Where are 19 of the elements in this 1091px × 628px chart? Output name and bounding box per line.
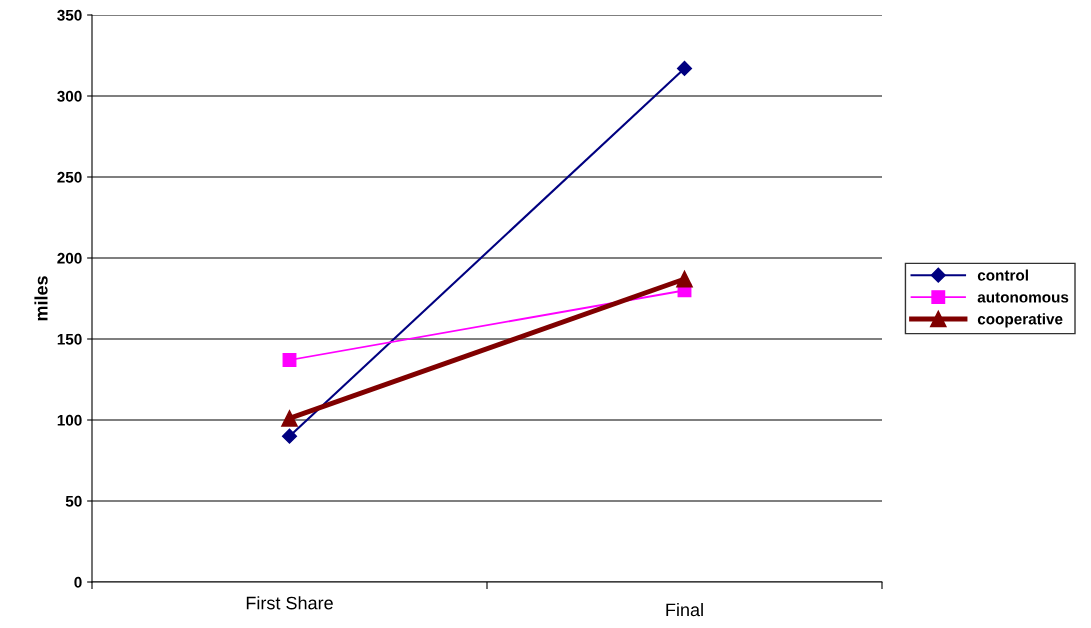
x-tick-label: Final [666, 602, 703, 617]
y-tick-label: 0 [74, 576, 82, 588]
y-tick-label: 350 [57, 9, 82, 21]
y-tick-label: 200 [57, 252, 82, 264]
point [676, 270, 693, 288]
point [281, 410, 298, 427]
x-tick-label: First Share [246, 596, 333, 610]
point [676, 60, 693, 77]
legend-label: cooperative [977, 313, 1063, 328]
point [281, 428, 298, 444]
y-tick-label: 150 [57, 333, 82, 345]
y-axis-title: miles [34, 276, 48, 321]
y-tick-label: 300 [57, 90, 82, 102]
y-tick-label: 50 [65, 495, 82, 507]
legend-label: control [977, 269, 1028, 281]
y-tick-label: 250 [57, 171, 82, 183]
point [282, 353, 297, 368]
legend-label: autonomous [977, 292, 1069, 303]
y-tick-label: 100 [57, 414, 82, 426]
